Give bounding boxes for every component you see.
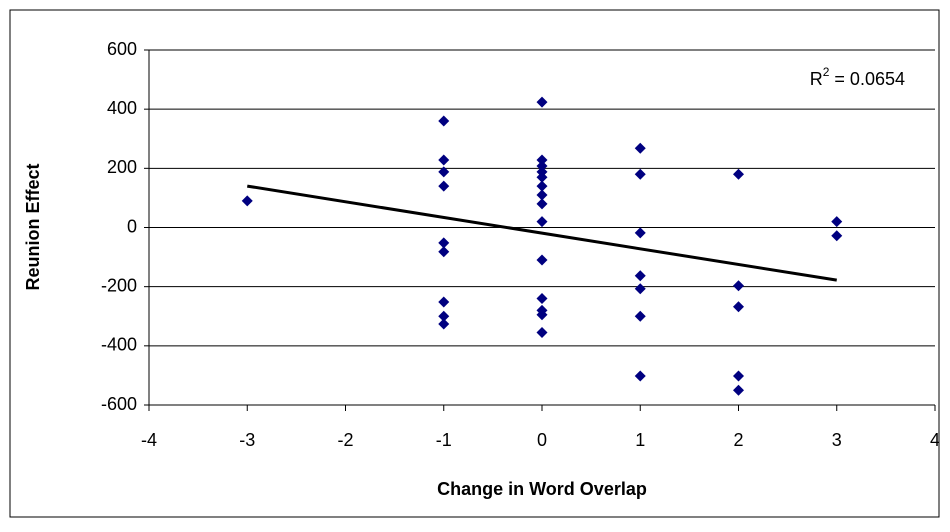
y-tick-label: 400 — [107, 98, 137, 118]
data-point — [634, 370, 646, 382]
y-tick-label: 200 — [107, 157, 137, 177]
data-point — [634, 168, 646, 180]
x-tick-label: 3 — [832, 430, 842, 450]
data-point — [438, 115, 450, 127]
data-point — [438, 296, 450, 308]
data-point — [634, 227, 646, 239]
data-point — [536, 327, 548, 339]
data-point — [536, 216, 548, 228]
y-axis-label: Reunion Effect — [23, 163, 43, 290]
data-point — [634, 270, 646, 282]
data-point — [536, 180, 548, 192]
y-tick-label: -400 — [101, 335, 137, 355]
y-tick-label: -600 — [101, 394, 137, 414]
x-tick-label: 0 — [537, 430, 547, 450]
data-point — [536, 154, 548, 166]
x-tick-label: -3 — [239, 430, 255, 450]
data-point — [438, 310, 450, 322]
data-point — [733, 301, 744, 313]
data-point — [438, 166, 450, 178]
data-point — [438, 237, 450, 249]
data-point — [438, 246, 450, 258]
data-point — [634, 310, 646, 322]
trendline — [247, 184, 837, 282]
x-tick-label: -1 — [436, 430, 452, 450]
x-tick-label: -2 — [337, 430, 353, 450]
data-point — [438, 154, 450, 166]
data-point — [733, 370, 744, 382]
data-point — [733, 168, 744, 180]
y-tick-label: 0 — [127, 216, 137, 236]
data-point — [733, 280, 744, 292]
data-point — [831, 230, 843, 242]
chart-border — [9, 9, 940, 518]
data-point — [536, 189, 548, 201]
data-point — [438, 318, 450, 330]
data-point — [536, 96, 548, 108]
annotation-prefix: R — [810, 69, 823, 89]
data-point — [536, 293, 548, 304]
annotation-suffix: = 0.0654 — [829, 69, 905, 89]
y-tick-label: -200 — [101, 275, 137, 295]
r-squared-annotation: R2 = 0.0654 — [810, 65, 905, 89]
y-tick-label: 600 — [107, 39, 137, 59]
data-point — [536, 254, 548, 266]
x-tick-label: -4 — [141, 430, 157, 450]
x-axis-label: Change in Word Overlap — [437, 479, 647, 499]
x-tick-label: 4 — [930, 430, 940, 450]
data-point — [438, 180, 450, 192]
data-point — [536, 160, 548, 172]
data-point — [536, 309, 548, 321]
data-point — [634, 142, 646, 154]
data-point — [634, 283, 646, 295]
data-point — [831, 216, 843, 228]
x-tick-label: 2 — [733, 430, 743, 450]
x-tick-label: 1 — [635, 430, 645, 450]
data-point — [733, 384, 744, 396]
data-point — [536, 198, 548, 210]
data-point — [536, 171, 548, 183]
annotation-superscript: 2 — [823, 65, 830, 79]
data-point — [241, 195, 253, 207]
